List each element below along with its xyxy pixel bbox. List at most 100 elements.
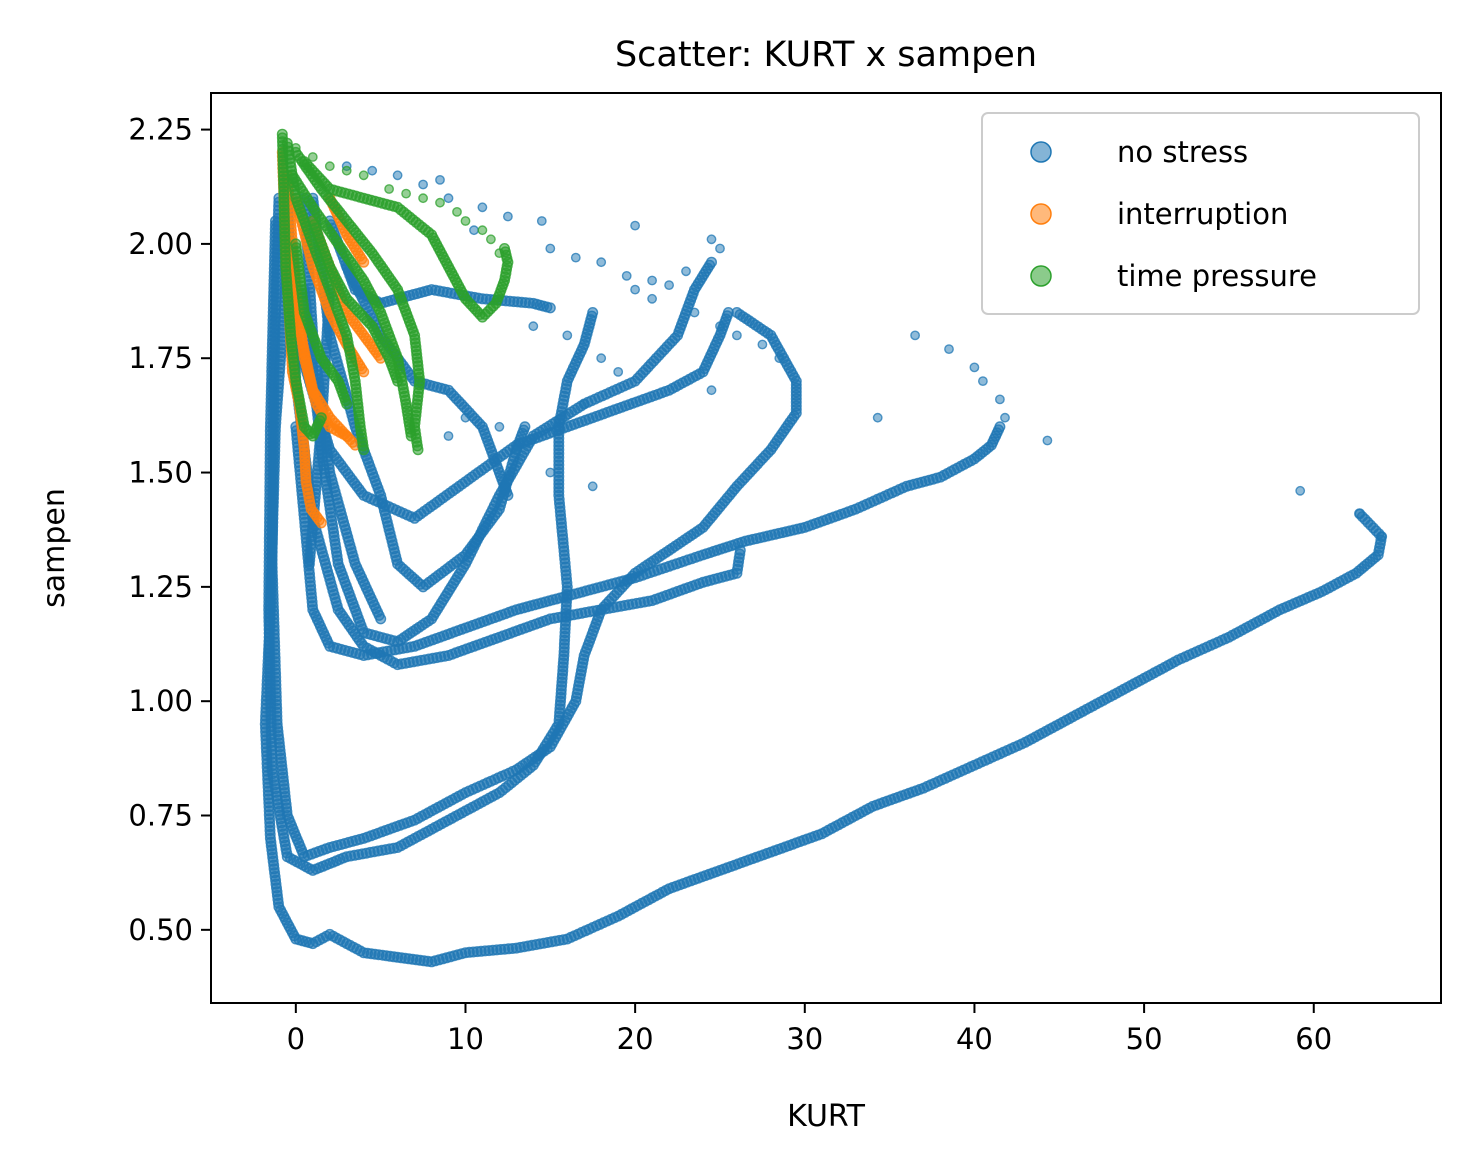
legend-marker: [1030, 141, 1052, 163]
data-point: [443, 193, 454, 204]
legend-label: no stress: [1117, 135, 1248, 169]
data-point: [477, 225, 488, 236]
x-tick-label: 0: [287, 1022, 305, 1056]
data-point: [435, 174, 445, 185]
data-point: [392, 375, 404, 387]
y-tick-label: 2.25: [128, 113, 193, 147]
data-point: [384, 184, 394, 194]
x-axis-label: KURT: [787, 1099, 865, 1134]
data-point: [587, 307, 599, 319]
data-point: [502, 211, 513, 222]
data-point: [502, 489, 514, 501]
data-point: [544, 302, 556, 314]
data-point: [367, 165, 378, 176]
data-point: [412, 444, 424, 456]
y-tick-label: 1.25: [128, 570, 193, 604]
series-layer: [259, 128, 1388, 968]
data-point: [528, 321, 539, 332]
data-point: [401, 188, 411, 199]
data-point: [1376, 531, 1387, 542]
data-point: [664, 280, 674, 290]
x-tick-label: 50: [1126, 1022, 1163, 1056]
data-point: [579, 399, 590, 409]
x-tick-label: 20: [617, 1022, 654, 1056]
data-point: [969, 362, 980, 373]
data-point: [324, 161, 335, 172]
data-point: [872, 412, 883, 423]
x-tick-label: 40: [956, 1022, 993, 1056]
data-point: [392, 170, 403, 181]
data-point: [545, 467, 556, 478]
data-point: [681, 266, 691, 277]
data-point: [570, 252, 581, 263]
legend-label: interruption: [1117, 197, 1288, 231]
data-point: [706, 385, 717, 396]
data-point: [494, 248, 505, 259]
y-axis-label: sampen: [37, 488, 72, 608]
data-point: [443, 431, 454, 441]
data-point: [689, 307, 700, 318]
x-tick-label: 60: [1295, 1022, 1332, 1056]
y-tick-label: 2.00: [128, 227, 193, 261]
legend: no stress interruption time pressure: [981, 112, 1420, 315]
data-point: [341, 165, 352, 176]
data-point: [405, 430, 417, 442]
data-point: [734, 544, 746, 556]
chart-title: Scatter: KURT x sampen: [615, 35, 1037, 75]
data-point: [757, 339, 768, 350]
y-tick-label: 1.50: [128, 456, 193, 490]
data-point: [774, 353, 785, 364]
data-point: [647, 293, 657, 304]
legend-marker: [1030, 265, 1052, 287]
data-point: [307, 152, 318, 162]
data-point: [596, 353, 607, 364]
data-point: [536, 216, 547, 226]
data-point: [358, 170, 369, 181]
data-point: [315, 517, 327, 529]
data-point: [647, 275, 657, 286]
data-point: [418, 179, 428, 190]
data-point: [418, 193, 428, 204]
data-point: [358, 444, 370, 456]
y-tick-label: 0.50: [128, 913, 193, 947]
x-tick-label: 10: [447, 1022, 484, 1056]
data-point: [613, 366, 624, 377]
data-point: [1295, 485, 1306, 496]
data-point: [494, 421, 505, 432]
data-point: [722, 307, 734, 319]
data-point: [511, 444, 522, 455]
legend-marker: [1030, 203, 1052, 225]
data-point: [995, 394, 1005, 405]
data-point: [341, 398, 353, 410]
data-point: [452, 206, 462, 217]
data-point: [519, 421, 531, 433]
data-point: [978, 376, 988, 386]
data-point: [910, 330, 920, 341]
data-point: [435, 197, 445, 208]
data-point: [545, 243, 556, 254]
data-point: [630, 284, 640, 295]
legend-label: time pressure: [1117, 259, 1317, 293]
data-point: [1000, 412, 1010, 423]
data-point: [706, 256, 718, 268]
data-point: [944, 344, 954, 354]
data-point: [460, 412, 471, 423]
y-tick-label: 0.75: [128, 799, 193, 833]
data-point: [732, 330, 742, 341]
data-point: [358, 256, 370, 268]
data-point: [621, 270, 632, 281]
data-point: [315, 412, 327, 424]
data-point: [290, 142, 301, 153]
data-point: [994, 421, 1006, 433]
data-point: [587, 481, 598, 492]
data-point: [358, 366, 370, 378]
data-point: [715, 321, 725, 332]
data-point: [1354, 508, 1365, 519]
data-point: [375, 613, 387, 625]
data-point: [715, 243, 725, 254]
data-point: [1042, 435, 1053, 446]
data-point: [460, 216, 471, 226]
y-tick-label: 1.75: [128, 341, 193, 375]
